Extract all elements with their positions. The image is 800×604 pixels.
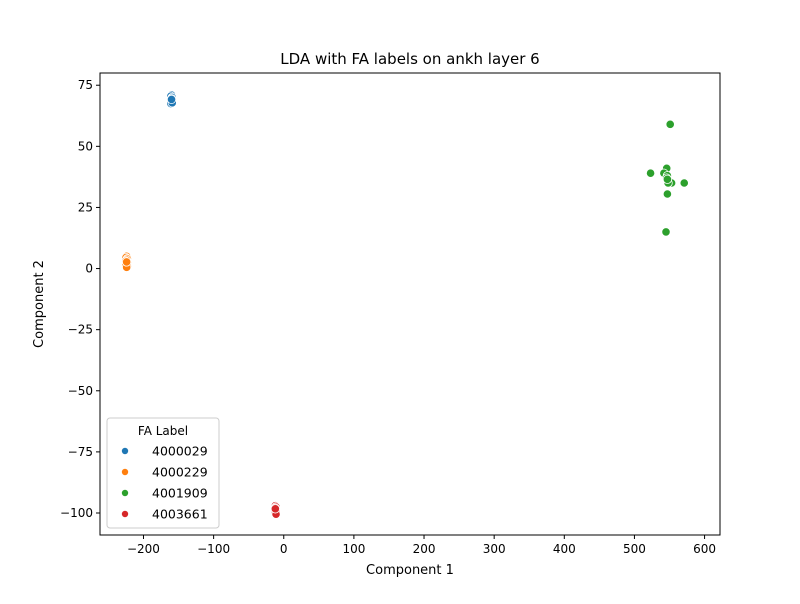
x-tick-label: 600	[693, 542, 716, 556]
legend-entry-label: 4001909	[152, 486, 208, 501]
legend-title: FA Label	[138, 424, 188, 438]
data-marks	[121, 90, 689, 519]
x-tick-label: −100	[197, 542, 230, 556]
data-point-4001909	[662, 189, 673, 199]
y-axis-label: Component 2	[32, 260, 47, 348]
legend-marker	[121, 489, 129, 497]
data-point-4001909	[662, 174, 673, 184]
plot-frame	[99, 72, 721, 536]
axes: −200 −100 0 100 200 300 400 500 600−100−75−50−25…	[60, 72, 721, 556]
y-tick-label: −25	[68, 323, 93, 337]
x-tick-label: 500	[623, 542, 646, 556]
data-point-4001909	[665, 119, 675, 129]
legend-marker	[121, 468, 129, 476]
legend-marker	[121, 447, 129, 455]
x-tick-label: −200	[127, 542, 160, 556]
legend-box	[106, 417, 220, 529]
x-tick-label: 300	[483, 542, 506, 556]
legend-entry-label: 4003661	[152, 507, 208, 522]
x-tick-label: 0	[280, 542, 288, 556]
x-tick-label: 100	[342, 542, 365, 556]
data-point-4003661	[270, 504, 280, 514]
data-point-4001909	[679, 178, 689, 188]
data-point-4001909	[661, 227, 671, 237]
x-tick-label: 400	[553, 542, 576, 556]
y-tick-label: 25	[78, 200, 93, 214]
x-axis-label: Component 1	[366, 563, 454, 578]
y-tick-label: 75	[78, 78, 93, 92]
y-tick-label: −50	[68, 384, 93, 398]
y-tick-label: −100	[60, 506, 93, 520]
y-tick-label: 50	[78, 139, 93, 153]
x-tick-label: 200	[413, 542, 436, 556]
legend-entry-label: 4000229	[152, 465, 208, 480]
data-point-4000029	[166, 94, 177, 105]
legend-marker	[121, 510, 129, 518]
data-point-4000229	[122, 257, 132, 267]
chart-title: LDA with FA labels on ankh layer 6	[280, 50, 539, 68]
legend: FA Label 4000029 4000229 4001909 4003661	[106, 417, 220, 529]
y-tick-label: 0	[85, 262, 93, 276]
data-point-4001909	[645, 168, 656, 178]
legend-entry-label: 4000029	[152, 444, 208, 459]
y-tick-label: −75	[68, 445, 93, 459]
